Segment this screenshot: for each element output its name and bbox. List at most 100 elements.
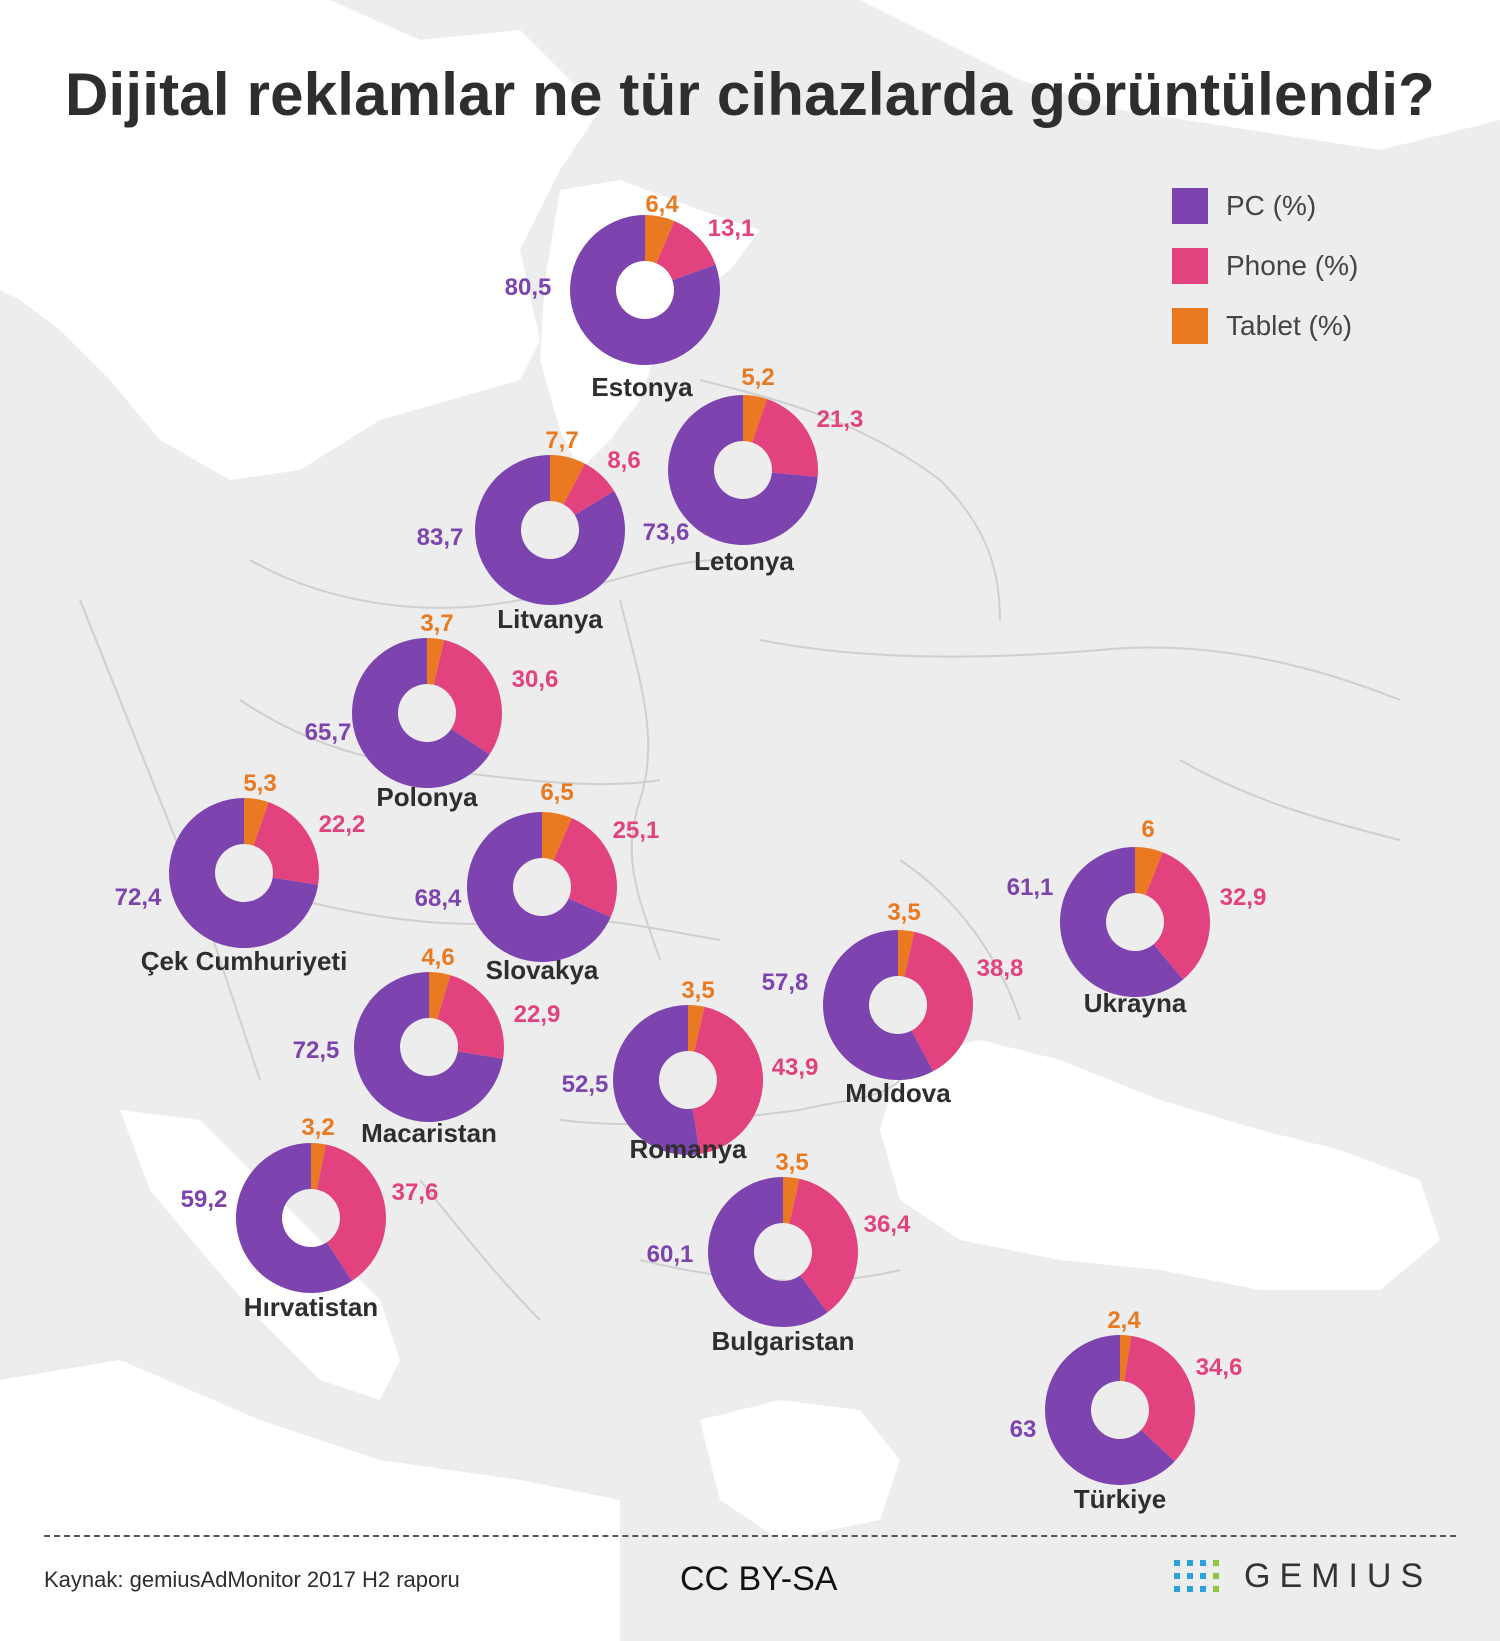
value-label-pc: 83,7 [417,524,464,551]
legend-label-phone: Phone (%) [1226,250,1359,281]
donut-slice-tablet [1135,847,1163,896]
value-label-phone: 36,4 [864,1211,911,1238]
license-label: CC BY-SA [680,1560,838,1598]
value-label-pc: 65,7 [305,719,352,746]
sea-aegean [700,1400,900,1540]
donut-slice-phone [553,818,617,918]
value-label-tablet: 7,7 [545,427,578,454]
value-label-tablet: 6 [1141,816,1154,843]
sea-white-northeast [860,0,1500,150]
donut-slice-tablet [898,930,915,977]
value-label-pc: 57,8 [762,969,809,996]
value-label-pc: 63 [1010,1416,1037,1443]
legend-swatch-pc [1172,188,1208,224]
donut-slice-pc [822,930,934,1081]
donut-slice-pc [613,1005,700,1155]
page-title: Dijital reklamlar ne tür cihazlarda görü… [64,61,1436,128]
donut-slice-phone [692,1006,763,1155]
donut-slice-phone [752,398,818,477]
sea-north [0,0,600,480]
country-label: Bulgaristan [711,1326,854,1356]
country-label: Litvanya [497,604,603,634]
value-label-pc: 59,2 [181,1186,228,1213]
donut-slice-tablet [688,1005,705,1052]
value-label-phone: 13,1 [708,215,755,242]
country-label: Polonya [376,782,478,812]
donut-slice-phone [433,640,502,755]
donut-slice-pc [467,812,611,963]
legend-item-phone: Phone (%) [1172,248,1358,284]
legend-label-tablet: Tablet (%) [1226,310,1353,341]
donut-slice-tablet [550,455,585,505]
donut-chart [613,1005,763,1155]
donut-slice-phone [253,802,319,885]
value-label-phone: 8,6 [607,447,640,474]
donut-slice-tablet [645,215,675,264]
legend-label-pc: PC (%) [1226,190,1317,221]
country-label: Estonya [591,372,693,402]
value-label-phone: 37,6 [392,1179,439,1206]
value-label-pc: 60,1 [647,1241,694,1268]
value-label-pc: 68,4 [415,885,462,912]
donut-slice-phone [1145,852,1210,980]
value-label-tablet: 3,7 [420,610,453,637]
donut-slice-tablet [427,638,445,685]
value-label-tablet: 6,5 [540,779,573,806]
border-line [899,859,1021,1021]
value-label-phone: 43,9 [772,1054,819,1081]
donut-chart [474,455,625,605]
donut-slice-pc [354,972,504,1122]
footer-divider [44,1535,1456,1537]
country-label: Türkiye [1074,1484,1167,1514]
donut-slice-tablet [783,1177,800,1224]
donut-chart [822,930,973,1081]
donut-chart [1045,1335,1196,1486]
country-label: Slovakya [486,955,599,985]
value-label-tablet: 3,5 [775,1149,808,1176]
value-label-tablet: 5,3 [243,770,276,797]
border-line [419,1179,541,1321]
legend-item-tablet: Tablet (%) [1172,308,1358,344]
value-label-tablet: 4,6 [421,944,454,971]
donut-slice-pc [1060,847,1184,998]
donut-slice-tablet [743,394,768,443]
value-label-phone: 25,1 [613,817,660,844]
donut-slice-pc [570,215,720,365]
border-line [249,559,721,609]
border-line [619,599,661,961]
country-label: Macaristan [361,1118,497,1148]
donut-slice-phone [904,931,973,1072]
value-label-tablet: 6,4 [645,191,679,218]
country-label: Ukrayna [1084,988,1187,1018]
value-label-phone: 21,3 [817,406,864,433]
donut-slice-phone [316,1144,387,1281]
value-label-phone: 38,8 [977,955,1024,982]
value-label-pc: 52,5 [562,1071,609,1098]
value-label-phone: 22,2 [319,811,366,838]
value-label-phone: 22,9 [514,1001,561,1028]
donut-slice-phone [437,975,505,1059]
country-label: Letonya [694,546,794,576]
border-line [559,1079,901,1126]
border-line [759,639,1401,701]
donut-slice-tablet [1120,1335,1132,1382]
brand-logo: GEMIUS [1172,1556,1432,1596]
donut-slice-tablet [311,1143,326,1190]
value-label-pc: 72,4 [115,884,162,911]
country-label: Hırvatistan [244,1292,378,1322]
value-label-pc: 72,5 [293,1037,340,1064]
country-label: Çek Cumhuriyeti [141,946,348,976]
donut-chart [1060,847,1210,998]
country-label: Romanya [629,1134,747,1164]
donut-chart [668,394,818,546]
legend-swatch-tablet [1172,308,1208,344]
donut-chart [235,1143,387,1294]
donut-slice-pc [235,1143,352,1294]
donut-slice-tablet [542,812,572,861]
value-label-phone: 30,6 [512,666,559,693]
value-label-tablet: 3,2 [301,1114,334,1141]
border-line [1179,759,1401,841]
value-label-pc: 61,1 [1007,874,1054,901]
donut-chart [352,638,502,788]
